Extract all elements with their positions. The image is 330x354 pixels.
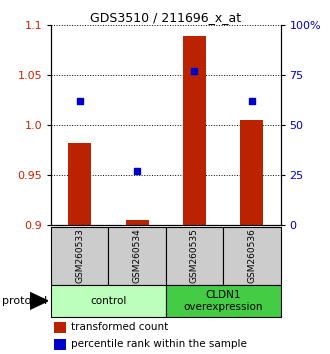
Point <box>249 98 254 104</box>
Text: GSM260533: GSM260533 <box>75 228 84 283</box>
Bar <box>51 227 109 285</box>
Bar <box>183 36 206 225</box>
Bar <box>166 227 223 285</box>
Text: control: control <box>90 296 127 306</box>
Text: GSM260534: GSM260534 <box>133 228 142 283</box>
Bar <box>126 220 148 225</box>
Polygon shape <box>30 292 48 309</box>
Title: GDS3510 / 211696_x_at: GDS3510 / 211696_x_at <box>90 11 241 24</box>
Text: CLDN1
overexpression: CLDN1 overexpression <box>183 290 263 312</box>
Bar <box>51 285 166 317</box>
Bar <box>166 285 280 317</box>
Text: GSM260536: GSM260536 <box>247 228 256 283</box>
Bar <box>240 120 263 225</box>
Bar <box>223 227 280 285</box>
Point <box>192 68 197 74</box>
Bar <box>54 322 66 333</box>
Bar <box>109 227 166 285</box>
Text: transformed count: transformed count <box>71 322 169 332</box>
Bar <box>68 143 91 225</box>
Point <box>135 168 140 173</box>
Text: percentile rank within the sample: percentile rank within the sample <box>71 339 247 349</box>
Bar <box>54 339 66 349</box>
Point <box>77 98 82 104</box>
Text: GSM260535: GSM260535 <box>190 228 199 283</box>
Text: protocol: protocol <box>2 296 47 306</box>
